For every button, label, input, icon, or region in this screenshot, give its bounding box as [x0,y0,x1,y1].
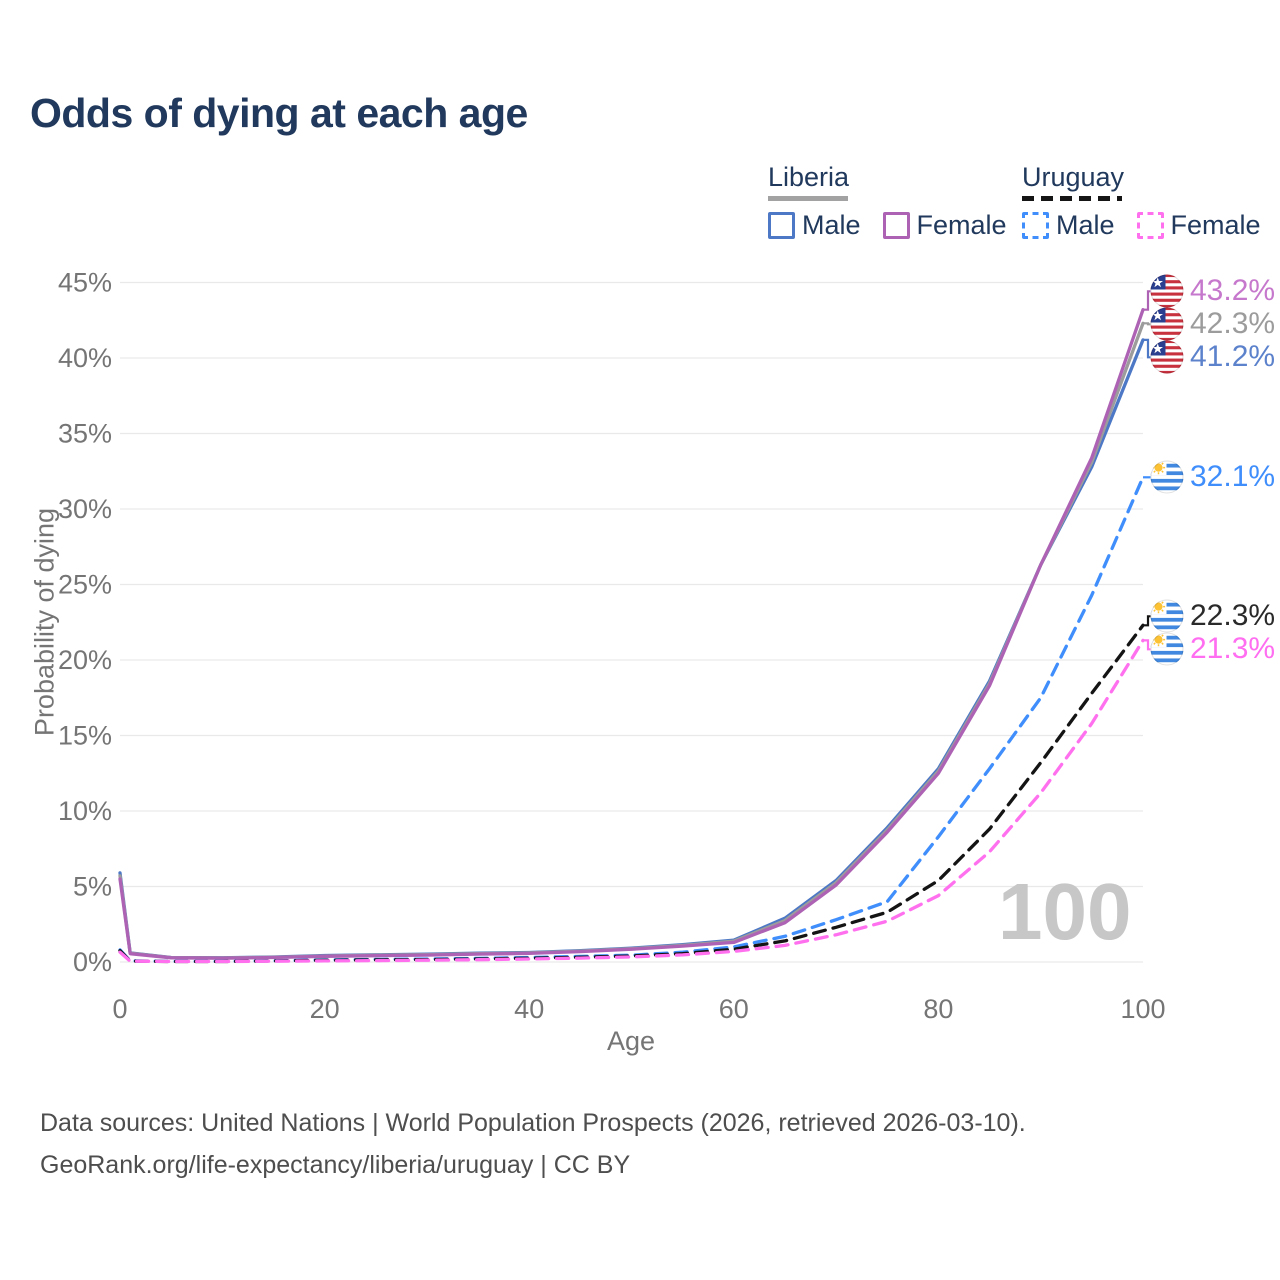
end-label-value: 22.3% [1190,599,1276,632]
series-line-uruguay-both [118,623,1145,964]
x-tick-label: 80 [923,994,953,1024]
end-label-liberia-male: 41.2% [1150,340,1275,374]
legend-item-liberia-male[interactable]: Male [768,210,861,241]
end-label-value: 41.2% [1190,340,1276,373]
label-leader-line-uruguay-both [1143,615,1152,627]
legend-item-liberia-female[interactable]: Female [882,210,1007,241]
end-label-value: 43.2% [1190,274,1276,307]
x-tick-label: 100 [1120,994,1165,1024]
liberia-flag-icon [1150,340,1184,374]
x-tick-label: 40 [514,994,544,1024]
legend-underline-liberia-solid [768,196,848,201]
label-leader-line-liberia-both [1143,322,1152,326]
x-tick-label: 20 [310,994,340,1024]
label-leader-line-liberia-female [1143,290,1152,311]
label-leader-line-liberia-male [1143,338,1152,359]
x-axis-title: Age [606,1026,656,1056]
legend-item-uruguay-female[interactable]: Female [1136,210,1261,241]
series-line-uruguay-male [118,475,1145,964]
liberia-male-swatch-icon [768,212,795,239]
footer: Data sources: United Nations | World Pop… [40,1102,1026,1186]
uruguay-male-swatch-icon [1022,212,1049,239]
uruguay-flag-icon [1150,632,1184,666]
y-tick-label: 10% [58,796,112,826]
y-tick-label: 45% [58,268,112,298]
end-label-uruguay-female: 21.3% [1150,632,1275,666]
end-label-value: 32.1% [1190,460,1276,493]
y-tick-label: 15% [58,721,112,751]
series-line-uruguay-female [118,638,1145,964]
series-line-liberia-male [118,338,1145,960]
end-label-uruguay-male: 32.1% [1150,460,1275,494]
legend-item-label: Female [1170,210,1261,240]
end-label-uruguay-both: 22.3% [1150,599,1275,633]
legend-heading-liberia[interactable]: Liberia [768,162,850,192]
y-tick-label: 20% [58,645,112,675]
end-label-value: 42.3% [1190,307,1276,340]
legend-group-liberia: Liberia Male Female [768,162,1007,241]
page-title: Odds of dying at each age [30,90,528,136]
legend-item-label: Female [916,210,1007,240]
y-axis-title: Probability of dying [29,507,60,737]
footer-data-sources: Data sources: United Nations | World Pop… [40,1109,1026,1137]
liberia-flag-icon [1150,274,1184,308]
series-line-liberia-both [118,321,1145,960]
footer-attribution: GeoRank.org/life-expectancy/liberia/urug… [40,1151,631,1179]
end-label-liberia-both: 42.3% [1150,307,1275,341]
legend-heading-uruguay[interactable]: Uruguay [1022,162,1125,192]
legend-item-uruguay-male[interactable]: Male [1022,210,1115,241]
y-tick-label: 35% [58,419,112,449]
legend-group-uruguay: Uruguay Male Female [1022,162,1261,241]
uruguay-flag-icon [1150,599,1184,633]
y-tick-label: 25% [58,570,112,600]
uruguay-flag-icon [1150,460,1184,494]
liberia-flag-icon [1150,307,1184,341]
legend-item-label: Male [1056,210,1115,240]
end-label-value: 21.3% [1190,632,1276,665]
y-tick-label: 5% [73,872,112,902]
legend-item-label: Male [802,210,861,240]
y-tick-label: 0% [73,947,112,977]
series-line-liberia-female [118,308,1145,960]
legend-underline-uruguay-dashed [1022,196,1122,201]
y-tick-label: 30% [58,494,112,524]
x-tick-label: 60 [719,994,749,1024]
legend-items-uruguay: Male Female [1022,210,1261,241]
uruguay-female-swatch-icon [1136,212,1164,239]
liberia-female-swatch-icon [882,212,910,239]
age-hover-watermark: 100 [998,867,1132,956]
x-tick-label: 0 [112,994,127,1024]
y-tick-label: 40% [58,343,112,373]
label-leader-line-uruguay-female [1143,639,1152,651]
legend-items-liberia: Male Female [768,210,1007,241]
end-label-liberia-female: 43.2% [1150,274,1275,308]
